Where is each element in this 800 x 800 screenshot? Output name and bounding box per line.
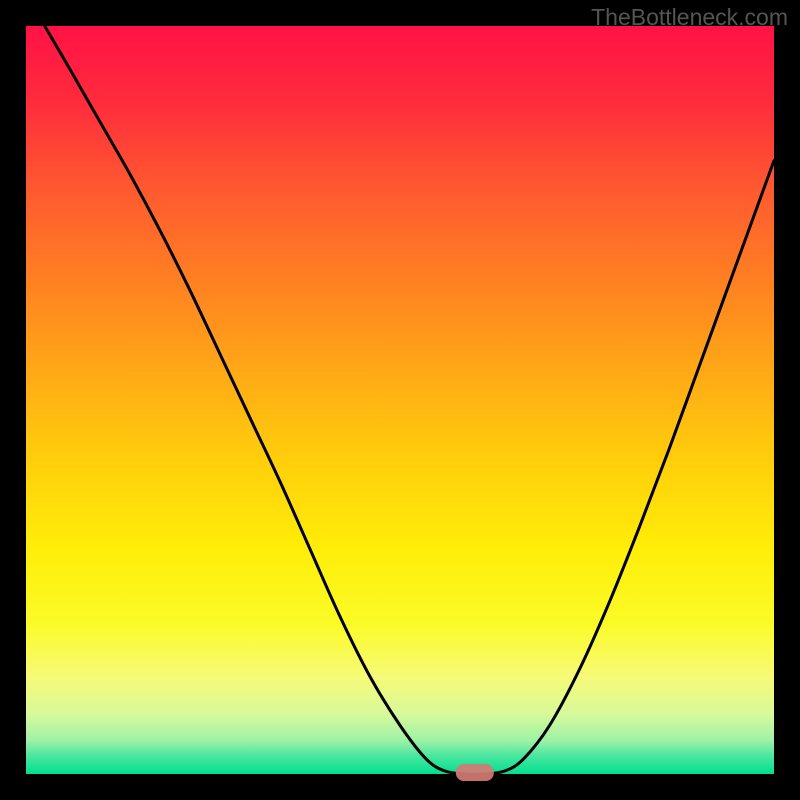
watermark-text: TheBottleneck.com [591,4,788,31]
bottleneck-chart: TheBottleneck.com [0,0,800,800]
chart-background [26,26,774,774]
chart-svg [0,0,800,800]
optimal-marker [456,764,494,781]
